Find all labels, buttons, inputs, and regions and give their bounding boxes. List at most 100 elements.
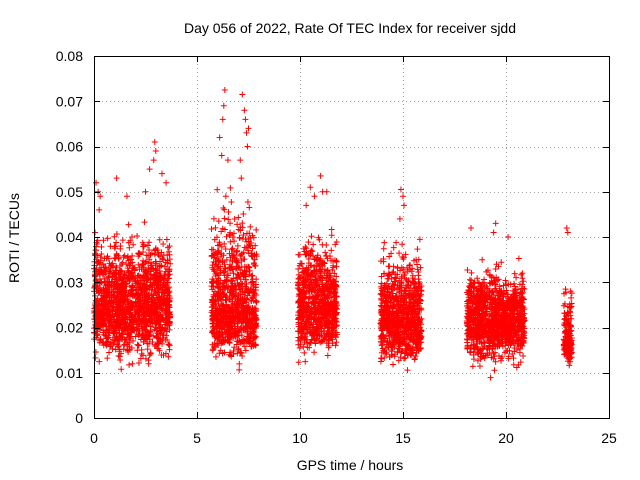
data-point (96, 321, 103, 328)
data-point (226, 250, 233, 257)
data-point (115, 255, 122, 262)
data-point (154, 334, 161, 341)
data-point (157, 330, 164, 337)
data-point (160, 240, 167, 247)
data-point (134, 321, 141, 328)
data-point (140, 339, 147, 346)
data-point (234, 274, 241, 281)
data-point (158, 306, 165, 313)
data-points (91, 86, 575, 381)
data-point (98, 250, 105, 257)
data-point (95, 258, 102, 265)
data-point (106, 317, 113, 324)
data-point (155, 345, 162, 352)
data-point (165, 299, 172, 306)
data-point (142, 286, 149, 293)
data-point (121, 319, 128, 326)
data-point (140, 307, 147, 314)
data-point (141, 333, 148, 340)
data-point (253, 298, 260, 305)
data-point (126, 262, 133, 269)
data-point (104, 253, 111, 260)
data-point (111, 233, 118, 240)
data-point (104, 338, 111, 345)
data-point (152, 266, 159, 273)
data-point (152, 324, 159, 331)
data-point (239, 235, 246, 242)
data-point (155, 278, 162, 285)
data-point (513, 274, 520, 281)
data-point (129, 323, 136, 330)
data-point (235, 345, 242, 352)
data-point (333, 339, 340, 346)
data-point (156, 236, 163, 243)
data-point (166, 266, 173, 273)
data-point (160, 252, 167, 259)
data-point (99, 292, 106, 299)
data-point (131, 275, 138, 282)
data-point (241, 343, 248, 350)
data-point (236, 234, 243, 241)
data-point (136, 251, 143, 258)
data-point (311, 349, 318, 356)
data-point (240, 210, 247, 217)
data-point (518, 271, 525, 278)
data-point (134, 232, 141, 239)
data-point (153, 267, 160, 274)
data-point (113, 230, 120, 237)
data-point (137, 355, 144, 362)
data-point (132, 298, 139, 305)
data-point (301, 349, 308, 356)
data-point (142, 327, 149, 334)
data-point (328, 247, 335, 254)
data-point (468, 269, 475, 276)
data-point (126, 244, 133, 251)
data-point (249, 245, 256, 252)
data-point (145, 360, 152, 367)
data-point (106, 260, 113, 267)
data-point (146, 247, 153, 254)
data-point (156, 302, 163, 309)
data-point (92, 354, 99, 361)
data-point (476, 363, 483, 370)
data-point (144, 294, 151, 301)
data-point (213, 234, 220, 241)
data-point (227, 184, 234, 191)
data-point (92, 349, 99, 356)
data-point (212, 353, 219, 360)
data-point (159, 255, 166, 262)
data-point (92, 318, 99, 325)
data-point (130, 241, 137, 248)
data-point (515, 255, 522, 262)
data-point (322, 249, 329, 256)
data-point (164, 309, 171, 316)
data-point (116, 310, 123, 317)
data-point (154, 282, 161, 289)
data-point (416, 236, 423, 243)
data-point (235, 214, 242, 221)
data-point (105, 281, 112, 288)
data-point (160, 275, 167, 282)
data-point (253, 226, 260, 233)
data-point (221, 261, 228, 268)
data-point (125, 274, 132, 281)
data-point (128, 329, 135, 336)
data-point (166, 243, 173, 250)
data-point (246, 267, 253, 274)
data-point (150, 332, 157, 339)
data-point (127, 237, 134, 244)
data-point (117, 245, 124, 252)
data-point (139, 243, 146, 250)
data-point (491, 367, 498, 374)
data-point (105, 323, 112, 330)
data-point (120, 286, 127, 293)
data-point (128, 317, 135, 324)
data-point (144, 340, 151, 347)
data-point (154, 345, 161, 352)
data-point (143, 313, 150, 320)
data-point (228, 198, 235, 205)
data-point (125, 348, 132, 355)
data-point (153, 316, 160, 323)
data-point (159, 340, 166, 347)
